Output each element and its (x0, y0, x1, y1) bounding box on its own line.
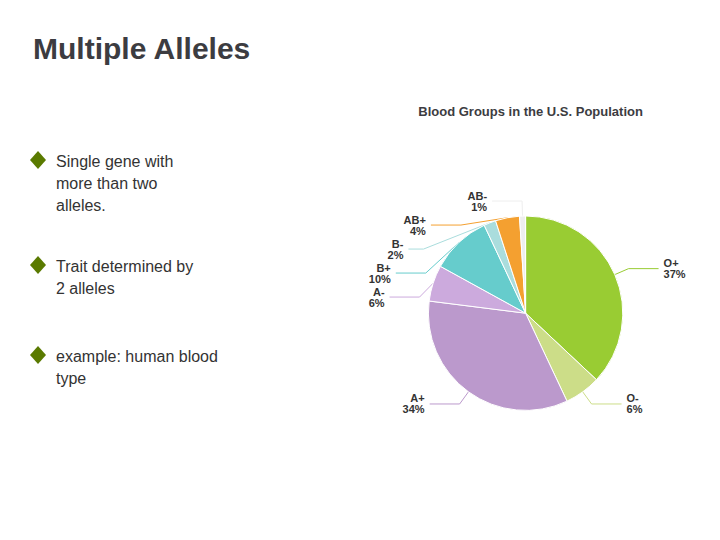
svg-text:34%: 34% (403, 403, 425, 415)
svg-text:AB-: AB- (467, 189, 488, 202)
svg-text:B-: B- (391, 237, 404, 250)
svg-text:6%: 6% (627, 403, 643, 415)
svg-text:Multiple Alleles: Multiple Alleles (33, 32, 250, 65)
svg-text:A-: A- (373, 285, 385, 298)
svg-text:B+: B+ (376, 261, 391, 274)
svg-text:Blood Groups in the U.S. Popul: Blood Groups in the U.S. Population (418, 104, 643, 119)
svg-text:4%: 4% (410, 225, 426, 237)
svg-text:37%: 37% (664, 268, 686, 280)
svg-text:1%: 1% (471, 201, 487, 213)
svg-text:type: type (56, 370, 86, 387)
svg-text:alleles.: alleles. (56, 197, 106, 214)
svg-text:O+: O+ (663, 257, 679, 270)
svg-text:10%: 10% (369, 273, 391, 285)
svg-text:more than two: more than two (56, 175, 157, 192)
svg-text:6%: 6% (369, 297, 385, 309)
svg-text:2%: 2% (388, 249, 404, 261)
svg-text:AB+: AB+ (403, 213, 426, 226)
svg-text:A+: A+ (410, 392, 425, 405)
svg-text:2 alleles: 2 alleles (56, 280, 115, 297)
svg-text:Single gene with: Single gene with (56, 153, 173, 170)
svg-text:example: human blood: example: human blood (56, 348, 218, 365)
svg-text:O-: O- (626, 392, 639, 405)
svg-text:Trait determined by: Trait determined by (56, 258, 193, 275)
